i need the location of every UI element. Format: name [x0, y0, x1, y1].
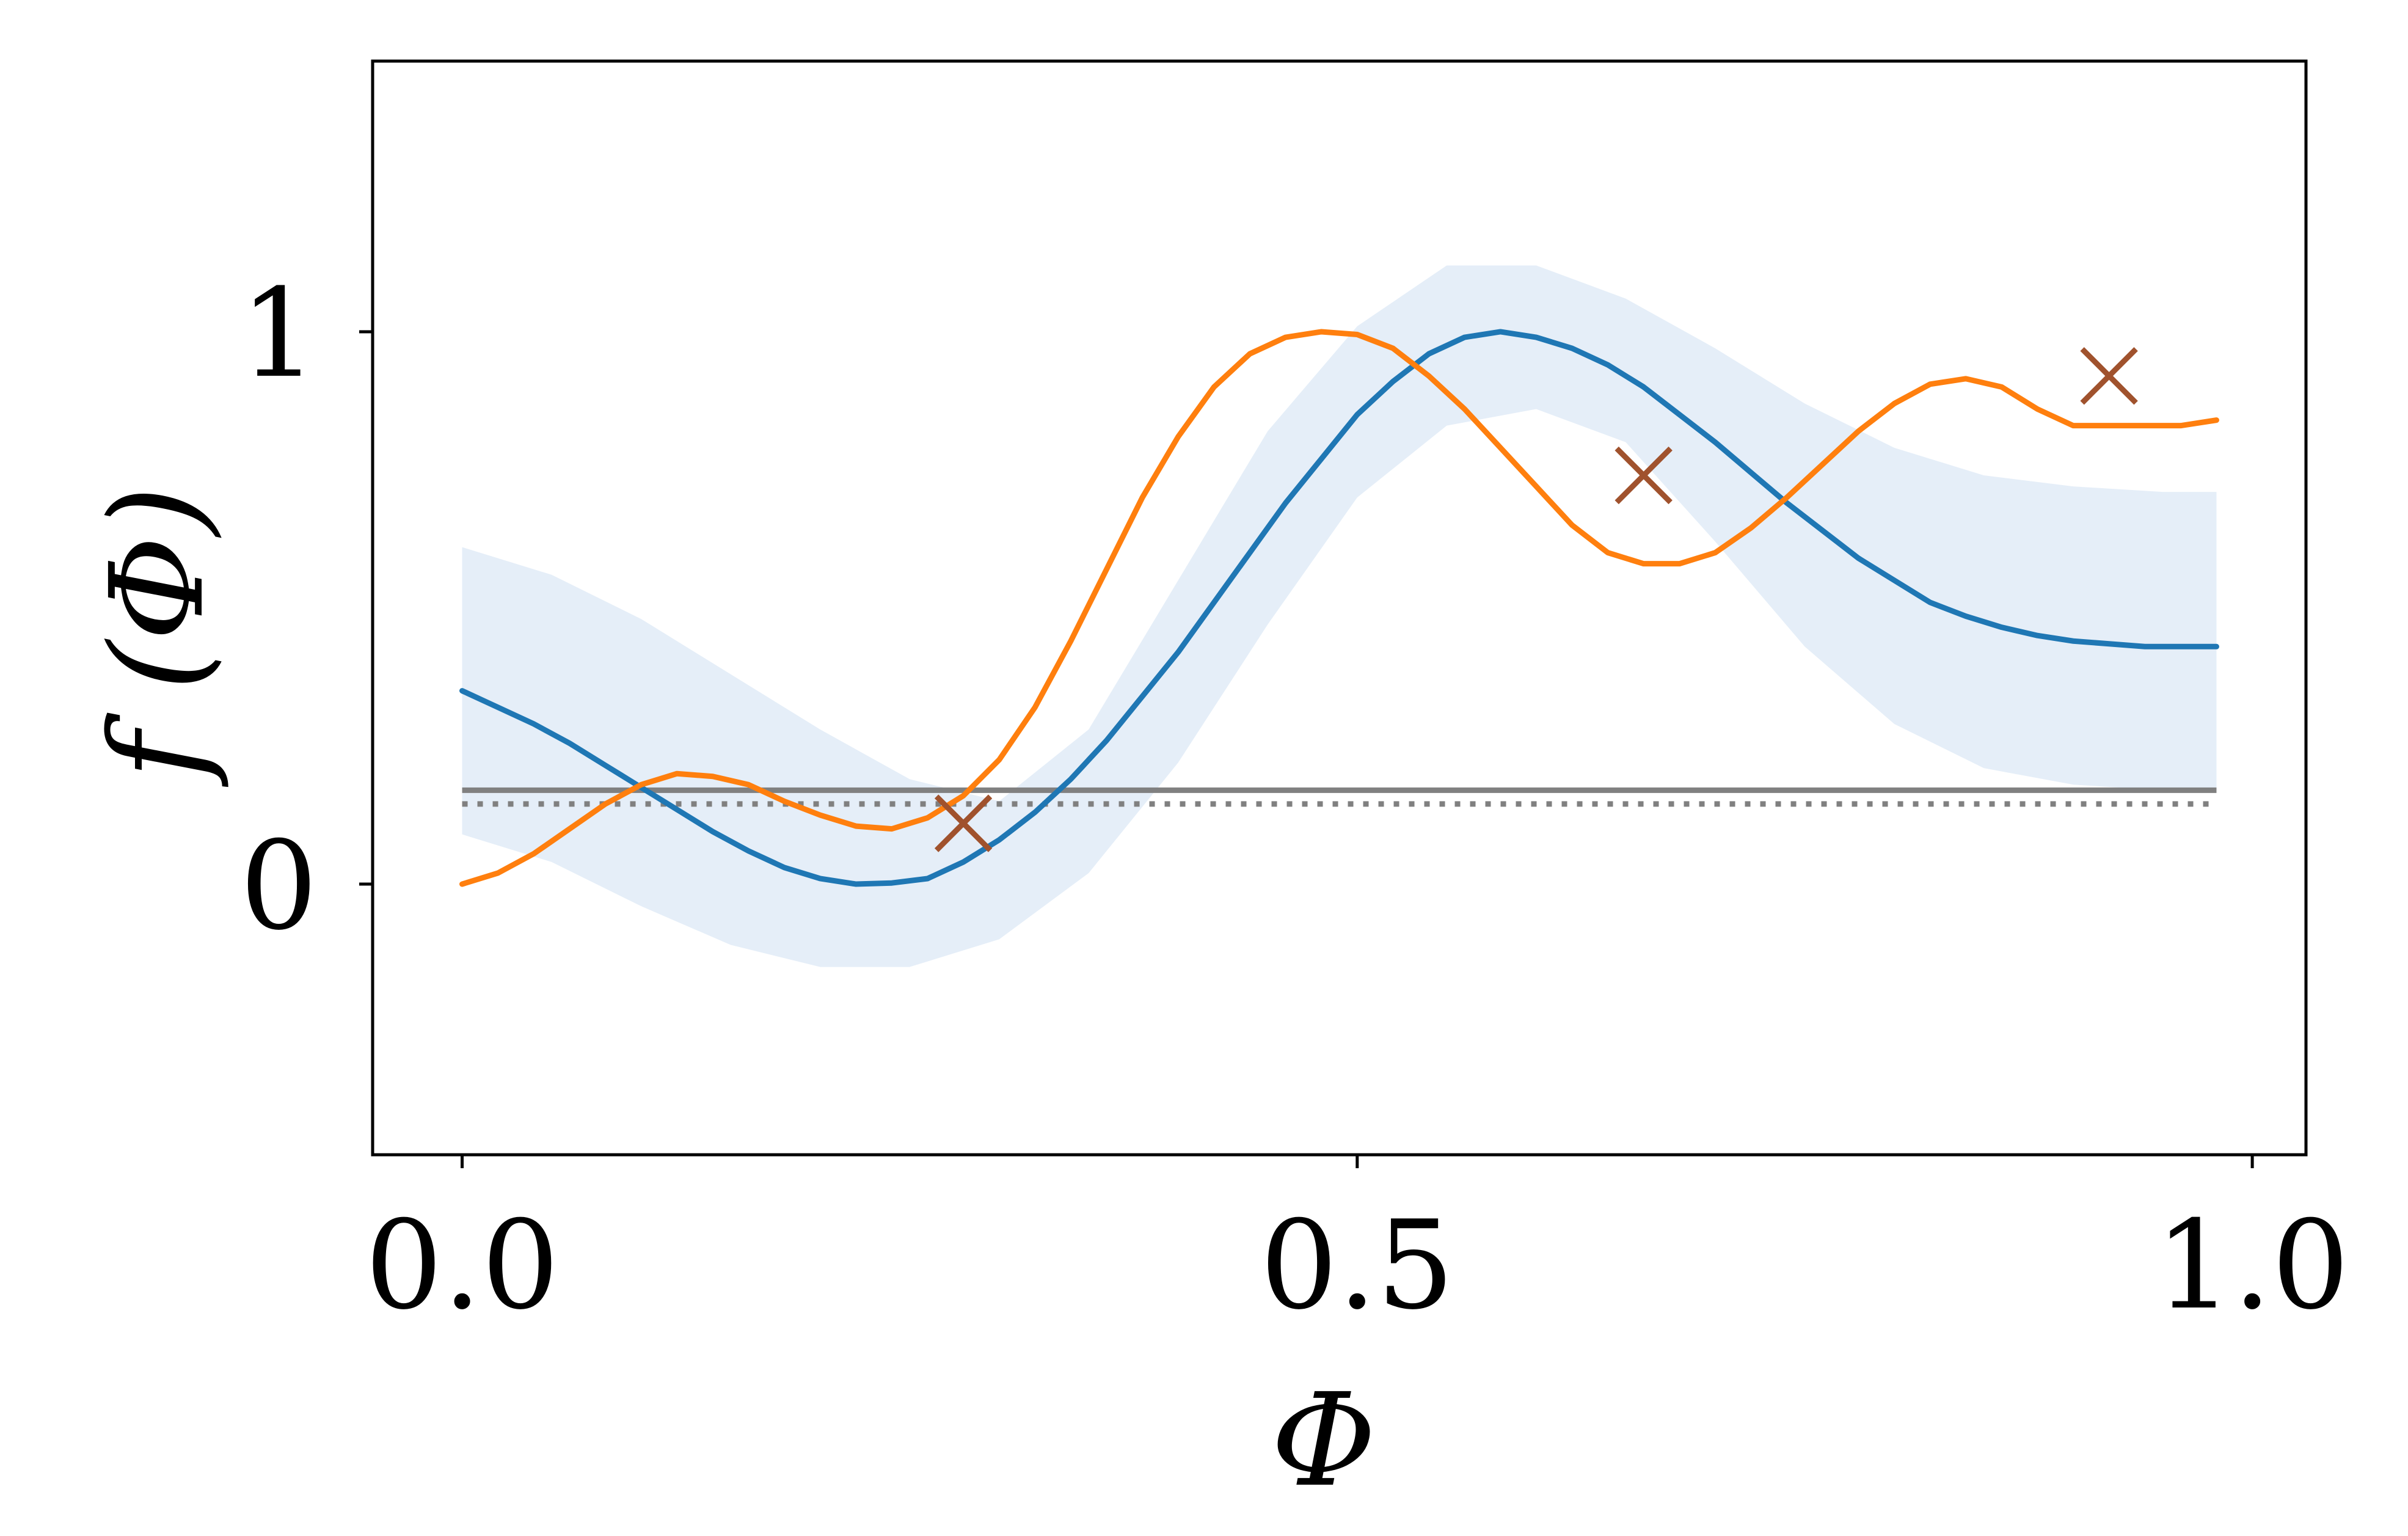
mean-line — [459, 329, 2219, 887]
series-layer — [459, 329, 2219, 887]
y-axis-ticks: 01 — [240, 263, 373, 957]
observation-markers — [934, 347, 2138, 852]
plot-frame — [371, 59, 2308, 1157]
y-axis-label: f (Φ) — [82, 486, 232, 788]
plot-area — [459, 265, 2219, 967]
true-function-line — [459, 329, 2219, 887]
y-tick-label: 1 — [240, 263, 318, 405]
x-tick-label: 1.0 — [2155, 1194, 2349, 1337]
x-axis-label: Φ — [1271, 1366, 1376, 1515]
x-axis-ticks: 0.0 0.5 1.0 — [365, 1155, 2349, 1337]
y-tick-label: 0 — [240, 815, 318, 957]
observation-marker — [934, 794, 993, 852]
observation-marker — [2080, 347, 2138, 405]
observation-marker — [1614, 446, 1673, 505]
x-tick-label: 0.5 — [1260, 1194, 1454, 1337]
confidence-band — [462, 265, 2217, 967]
x-tick-label: 0.0 — [365, 1194, 559, 1337]
